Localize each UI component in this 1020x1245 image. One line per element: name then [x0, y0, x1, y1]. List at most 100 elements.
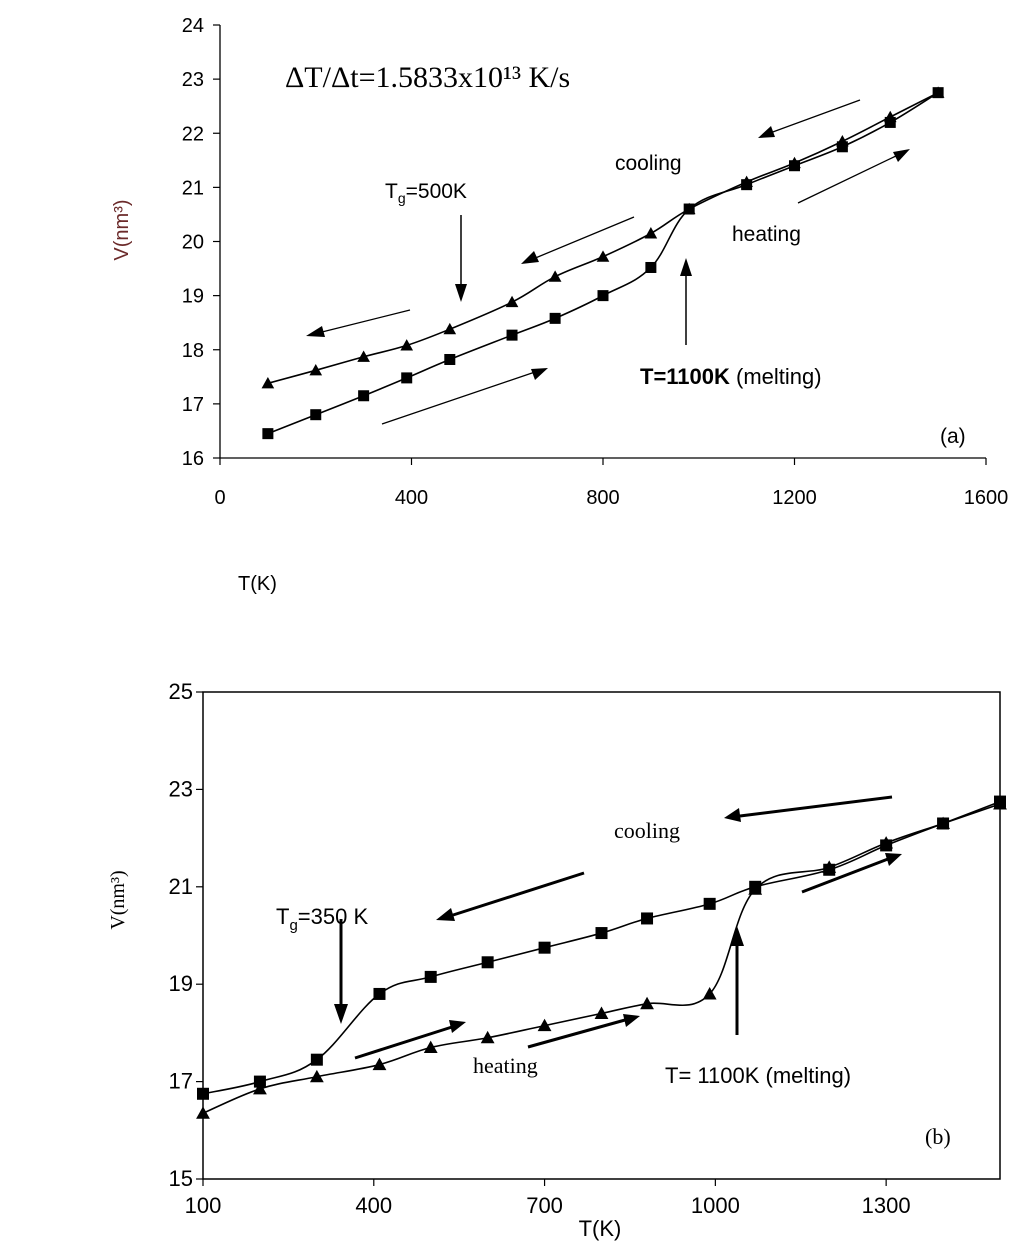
data-point-square: [444, 353, 456, 365]
data-point-triangle: [423, 1040, 438, 1054]
chart-a-cooling-label: cooling: [615, 152, 682, 175]
data-point-triangle: [644, 227, 658, 239]
chart-a-x-axis-label: T(K): [238, 573, 277, 595]
y-tick-label: 18: [182, 340, 204, 362]
chart-a-ticks: 16 17 18 19 20 21 22 23 24 0 400 800 1200 1600: [182, 15, 1009, 509]
chart-b-ticks: 15 17 19 21 23 25 100 400 700 1000 1300: [169, 679, 911, 1218]
data-point-triangle: [936, 816, 950, 830]
y-tick-label: 19: [169, 971, 193, 996]
data-point-triangle: [640, 996, 654, 1010]
x-tick-label: 400: [395, 487, 428, 509]
chart-a-annotation-arrows: [306, 99, 910, 425]
chart-b-annotation-arrows: [334, 795, 902, 1060]
data-point-triangle: [548, 270, 562, 282]
x-tick-label: 100: [185, 1193, 222, 1218]
x-tick-label: 400: [355, 1193, 392, 1218]
data-point-triangle: [480, 1030, 495, 1044]
y-tick-label: 17: [169, 1069, 193, 1094]
chart-b-cooling-label: cooling: [614, 818, 680, 843]
y-tick-label: 23: [169, 776, 193, 801]
data-point-square: [549, 312, 561, 324]
data-point-triangle: [357, 350, 370, 362]
data-point-square: [595, 927, 608, 940]
x-tick-label: 1000: [691, 1193, 740, 1218]
chart-a-panel-label: (a): [940, 425, 966, 448]
heating-arrow-right-2: [527, 1014, 640, 1049]
heating-arrow-right-1: [381, 368, 548, 425]
tg-down-arrow: [455, 215, 467, 302]
data-point-square: [789, 160, 800, 172]
cooling-arrow-left-2: [521, 216, 635, 264]
chart-a-heating-label: heating: [732, 223, 801, 246]
data-point-square: [836, 141, 848, 153]
chart-a-tg-label: Tg=500K: [385, 180, 467, 206]
chart-b-heating-label: heating: [473, 1053, 538, 1078]
data-point-triangle: [443, 322, 457, 335]
data-point-square: [401, 372, 413, 384]
data-point-triangle: [309, 1069, 324, 1083]
data-point-square: [645, 261, 657, 273]
y-tick-label: 21: [182, 177, 204, 199]
data-point-square: [481, 956, 494, 969]
data-point-square: [424, 970, 437, 983]
data-point-square: [703, 897, 716, 910]
data-point-square: [506, 329, 518, 341]
data-point-triangle: [261, 376, 275, 389]
y-tick-label: 23: [182, 69, 204, 91]
data-point-square: [253, 1075, 266, 1088]
data-point-square: [262, 428, 274, 440]
data-point-square: [197, 1087, 209, 1100]
y-tick-label: 19: [182, 286, 204, 308]
chart-b-panel-label: (b): [925, 1124, 951, 1149]
melting-up-arrow: [730, 926, 744, 1035]
y-tick-label: 24: [182, 15, 204, 37]
y-tick-label: 22: [182, 123, 204, 145]
data-point-triangle: [993, 797, 1007, 810]
data-point-triangle: [596, 250, 610, 262]
chart-a-rate-annotation: ΔT/Δt=1.5833x10¹³ K/s: [285, 61, 570, 94]
heating-arrow-right-3: [801, 853, 902, 894]
melting-up-arrow: [680, 258, 692, 345]
chart-b-series: [196, 795, 1007, 1119]
data-point-triangle: [537, 1018, 552, 1032]
data-point-square: [310, 409, 322, 421]
data-point-triangle: [400, 339, 414, 351]
chart-a-series: [261, 86, 945, 440]
data-point-square: [358, 390, 370, 402]
cooling-arrow-left-3: [758, 99, 861, 138]
data-point-triangle: [505, 295, 519, 308]
y-tick-label: 16: [182, 448, 204, 470]
data-point-square: [641, 912, 654, 925]
chart-a-melting-label: T=1100K (melting): [640, 364, 822, 389]
y-tick-label: 21: [169, 874, 193, 899]
y-tick-label: 20: [182, 232, 204, 254]
chart-b-y-axis-label: V(nm³): [107, 870, 129, 929]
data-point-square: [310, 1053, 323, 1066]
chart-b-x-axis-label: T(K): [579, 1216, 622, 1241]
data-point-square: [741, 179, 753, 191]
x-tick-label: 700: [526, 1193, 563, 1218]
data-point-triangle: [748, 882, 763, 895]
cooling-arrow-left-1: [436, 871, 585, 921]
y-tick-label: 17: [182, 394, 204, 416]
heating-arrow-right-1: [354, 1020, 466, 1060]
data-point-triangle: [702, 987, 717, 1000]
heating-arrow-right-2: [797, 149, 910, 204]
data-point-triangle: [594, 1006, 609, 1019]
data-point-triangle: [372, 1057, 387, 1071]
data-point-square: [683, 203, 695, 215]
y-tick-label: 25: [169, 679, 193, 704]
data-point-triangle: [253, 1082, 267, 1095]
chart-b-tg-label: Tg=350 K: [276, 904, 368, 934]
x-tick-label: 1600: [964, 487, 1009, 509]
x-tick-label: 1200: [772, 487, 817, 509]
chart-a-y-axis-label: V(nm³): [111, 199, 133, 260]
series-line-triangle: [267, 91, 939, 385]
x-tick-label: 0: [214, 487, 225, 509]
data-point-square: [373, 987, 386, 1000]
data-point-triangle: [309, 363, 323, 376]
y-tick-label: 15: [169, 1166, 193, 1191]
chart-b: 15 17 19 21 23 25 100 400 700 1000 1300 T(K) V(nm³…: [107, 679, 1007, 1241]
chart-b-melting-label: T= 1100K (melting): [665, 1063, 851, 1088]
